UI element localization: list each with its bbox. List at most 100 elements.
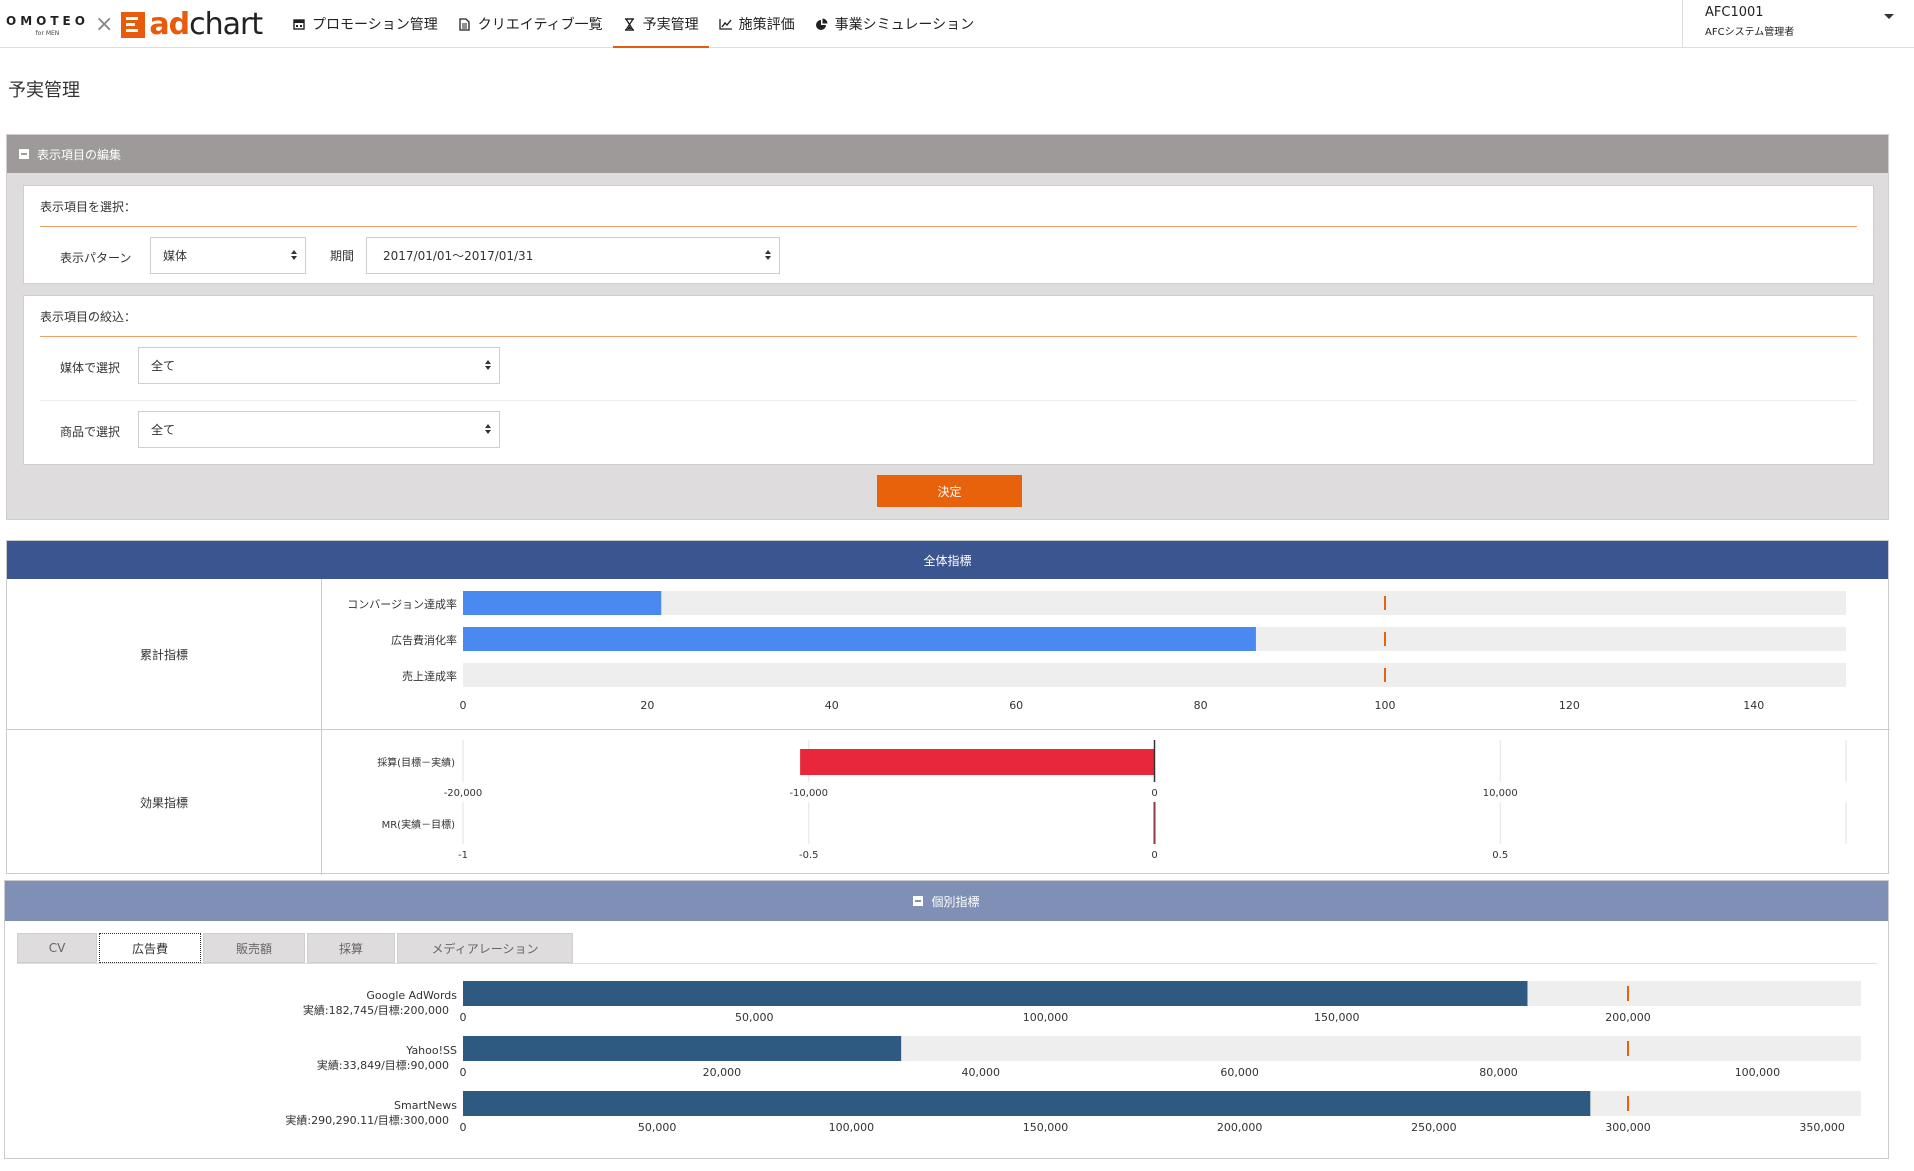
indicator-tabs: CV 広告費 販売額 採算 メディアレーション <box>17 933 575 965</box>
nav-label: クリエイティブ一覧 <box>477 17 603 33</box>
tick-label: 300,000 <box>1605 1121 1651 1134</box>
series-label: Yahoo!SS <box>405 1044 457 1057</box>
bar <box>463 627 1256 651</box>
tick-label: 200,000 <box>1605 1011 1651 1024</box>
section-title: 表示項目の絞込： <box>40 310 137 324</box>
tick-label: 350,000 <box>1799 1121 1845 1134</box>
main-nav: プロモーション管理 クリエイティブ一覧 予実管理 施策評価 事業シミュレーション <box>282 0 984 48</box>
nav-item-promotion[interactable]: プロモーション管理 <box>282 0 448 48</box>
tab-ad-cost[interactable]: 広告費 <box>99 933 201 963</box>
filter-panel-title: 表示項目の編集 <box>37 147 122 162</box>
column-divider <box>321 579 322 875</box>
media-filter-label: 媒体で選択 <box>60 361 121 375</box>
individual-indicators-title: 個別指標 <box>931 894 980 909</box>
pattern-label: 表示パターン <box>60 251 132 265</box>
tick-label: 0 <box>460 1066 467 1079</box>
nav-item-evaluation[interactable]: 施策評価 <box>709 0 805 48</box>
bar <box>463 1091 1591 1116</box>
tick-label: 80,000 <box>1479 1066 1518 1079</box>
omoteo-wordmark: OMOTEO <box>6 13 89 28</box>
select-arrows-icon <box>291 250 297 260</box>
calendar-icon <box>292 17 306 31</box>
nav-item-simulation[interactable]: 事業シミュレーション <box>805 0 984 48</box>
adchart-wordmark: adchart <box>149 7 263 42</box>
top-navbar: OMOTEO for MEN × adchart プロモーション管理 クリエイテ… <box>0 0 1914 48</box>
tab-media-ratio[interactable]: メディアレーション <box>397 933 573 963</box>
period-select[interactable]: 2017/01/01〜2017/01/31 <box>366 237 780 274</box>
bar <box>463 981 1528 1006</box>
line-chart-icon <box>718 17 733 31</box>
individual-indicators-panel: 個別指標 CV 広告費 販売額 採算 メディアレーション Google AdWo… <box>4 880 1889 1159</box>
document-icon <box>458 17 472 31</box>
display-select-section: 表示項目を選択： 表示パターン 媒体 期間 2017/01/01〜2017/01… <box>23 185 1874 284</box>
tab-sales[interactable]: 販売額 <box>203 933 305 963</box>
user-id: AFC1001 <box>1705 5 1764 20</box>
tick-label: 0 <box>460 699 467 712</box>
submit-button[interactable]: 決定 <box>877 475 1022 507</box>
pattern-select-value: 媒体 <box>163 249 188 263</box>
tick-label: 40,000 <box>962 1066 1001 1079</box>
bar <box>463 591 662 615</box>
select-arrows-icon <box>485 360 491 370</box>
user-role: AFCシステム管理者 <box>1705 27 1795 38</box>
tick-label: 20 <box>640 699 654 712</box>
collapse-icon[interactable] <box>913 896 924 906</box>
nav-label: 予実管理 <box>642 17 699 33</box>
pattern-select[interactable]: 媒体 <box>150 237 306 274</box>
media-filter-select[interactable]: 全て <box>138 347 500 384</box>
adchart-logo-icon <box>121 12 146 38</box>
bar <box>463 1036 902 1061</box>
tick-label: 150,000 <box>1023 1121 1069 1134</box>
bar <box>800 749 1155 775</box>
tick-label: 60 <box>1009 699 1023 712</box>
filter-panel-header[interactable]: 表示項目の編集 <box>7 135 1888 173</box>
nav-item-budget[interactable]: 予実管理 <box>612 0 709 48</box>
tabs-divider <box>17 963 1877 964</box>
period-select-value: 2017/01/01〜2017/01/31 <box>383 249 534 263</box>
section-title: 表示項目を選択： <box>40 200 137 214</box>
pie-chart-icon <box>815 17 829 31</box>
series-label: SmartNews <box>394 1099 457 1112</box>
effect-chart: 採算(目標－実績) -20,000 -10,000 0 10,000 MR(実績－目標) -… <box>377 740 1847 861</box>
bar-track <box>463 663 1846 687</box>
tick-label: -0.5 <box>799 850 819 861</box>
user-menu[interactable]: AFC1001 AFCシステム管理者 <box>1682 0 1914 48</box>
tick-label: 0 <box>460 1011 467 1024</box>
nav-item-creative[interactable]: クリエイティブ一覧 <box>448 0 613 48</box>
nav-label: 施策評価 <box>738 17 795 33</box>
tab-cv[interactable]: CV <box>17 933 97 963</box>
row-divider <box>40 400 1857 401</box>
tick-label: 140 <box>1743 699 1764 712</box>
display-narrow-section: 表示項目の絞込： 媒体で選択 全て 商品で選択 全て <box>23 295 1874 465</box>
section-divider <box>40 336 1857 337</box>
tick-label: 10,000 <box>1483 788 1518 799</box>
tab-profit[interactable]: 採算 <box>307 933 395 963</box>
tick-label: 100,000 <box>1735 1066 1781 1079</box>
tick-label: 150,000 <box>1314 1011 1360 1024</box>
category-label: コンバージョン達成率 <box>347 597 457 611</box>
product-filter-label: 商品で選択 <box>60 425 121 439</box>
tick-label: 40 <box>825 699 839 712</box>
tick-label: 100 <box>1375 699 1396 712</box>
category-label: MR(実績－目標) <box>382 818 455 831</box>
tick-label: 100,000 <box>1023 1011 1069 1024</box>
chevron-down-icon <box>1884 14 1894 19</box>
category-label: 広告費消化率 <box>391 633 457 647</box>
series-sublabel: 実績:33,849/目標:90,000 <box>317 1058 449 1072</box>
page-title: 予実管理 <box>8 80 80 101</box>
individual-indicators-header[interactable]: 個別指標 <box>5 881 1888 921</box>
tick-label: 80 <box>1194 699 1208 712</box>
brand-logo[interactable]: OMOTEO for MEN × adchart <box>6 7 263 42</box>
row-divider <box>7 729 1890 730</box>
category-label: 売上達成率 <box>402 669 457 683</box>
collapse-icon[interactable] <box>19 149 29 159</box>
tick-label: 120 <box>1559 699 1580 712</box>
series-sublabel: 実績:182,745/目標:200,000 <box>303 1003 449 1017</box>
tick-label: 200,000 <box>1217 1121 1263 1134</box>
nav-label: プロモーション管理 <box>312 17 438 33</box>
product-filter-select[interactable]: 全て <box>138 411 500 448</box>
omoteo-logo: OMOTEO for MEN <box>6 14 89 37</box>
brand-separator: × <box>94 12 114 37</box>
series-sublabel: 実績:290,290.11/目標:300,000 <box>285 1113 449 1127</box>
